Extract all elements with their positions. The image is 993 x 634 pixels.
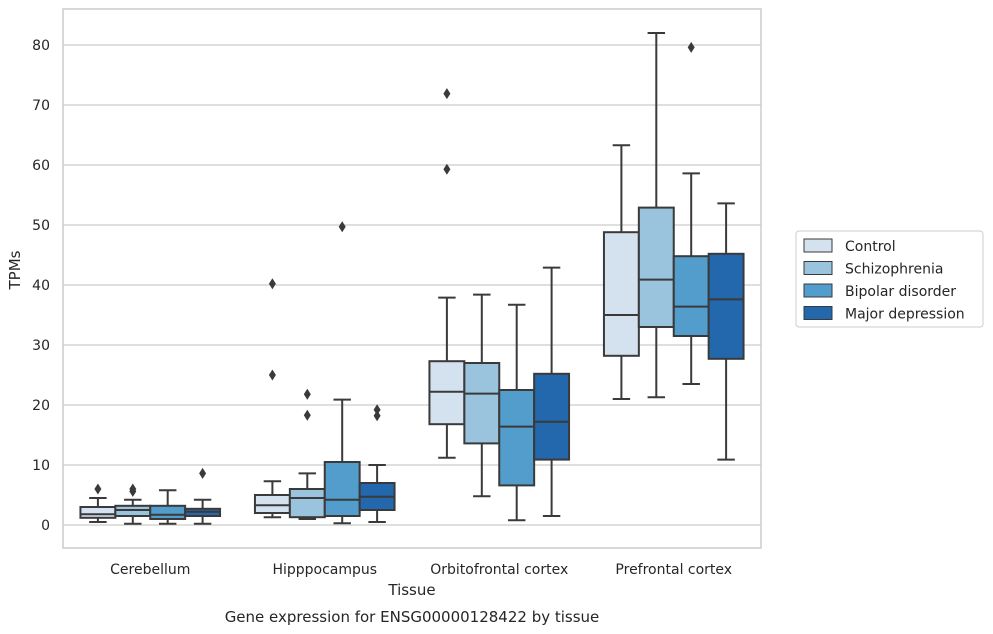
box-body	[149, 504, 187, 520]
box-body	[498, 389, 536, 487]
x-tick-label: Orbitofrontal cortex	[430, 562, 568, 578]
box-3-2	[533, 266, 571, 517]
y-axis-label: TPMs	[6, 250, 24, 290]
legend-label: Bipolar disorder	[845, 284, 956, 300]
outlier-point	[268, 369, 276, 381]
box-body	[707, 252, 745, 360]
x-tick-label: Prefrontal cortex	[615, 562, 732, 578]
y-tick-label: 50	[32, 218, 50, 234]
box-0-1	[253, 278, 291, 519]
box-body	[79, 506, 117, 519]
box-0-2	[428, 88, 466, 459]
box-body	[672, 255, 710, 338]
y-tick-label: 20	[32, 398, 50, 414]
outlier-point	[373, 410, 381, 422]
x-axis-label: Tissue	[387, 581, 435, 599]
box-body	[533, 372, 571, 461]
legend-label: Major depression	[845, 307, 965, 323]
outlier-point	[303, 388, 311, 400]
box-3-1	[358, 404, 396, 523]
box-0-3	[602, 144, 640, 400]
legend: Control Schizophrenia Bipolar disorder Majo…	[795, 230, 984, 328]
y-tick-label: 60	[32, 158, 50, 174]
box-1-0	[114, 483, 152, 525]
y-tick-label: 80	[32, 38, 50, 54]
y-tick-label: 10	[32, 458, 50, 474]
box-body	[637, 206, 675, 329]
legend-swatch	[803, 261, 833, 275]
outlier-point	[303, 409, 311, 421]
box-2-0	[149, 489, 187, 525]
box-1-3	[637, 32, 675, 399]
legend-label: Schizophrenia	[845, 262, 943, 278]
plot-frame	[62, 8, 762, 549]
box-1-2	[463, 293, 501, 498]
y-tick-label: 40	[32, 278, 50, 294]
box-0-0	[79, 483, 117, 523]
box-body	[253, 494, 291, 514]
outlier-point	[199, 467, 207, 479]
box-body	[323, 461, 361, 517]
box-body	[288, 488, 326, 519]
outlier-point	[129, 483, 137, 495]
box-3-3	[707, 202, 745, 461]
legend-frame	[795, 230, 984, 328]
box-2-2	[498, 303, 536, 522]
outlier-point	[687, 41, 695, 53]
legend-swatch	[803, 306, 833, 320]
box-body	[602, 231, 640, 357]
outlier-point	[268, 278, 276, 290]
x-tick-label: Hipppocampus	[272, 562, 377, 578]
box-3-0	[184, 467, 222, 525]
grid-lines	[63, 44, 761, 526]
outlier-point	[338, 221, 346, 233]
outlier-point	[443, 88, 451, 100]
legend-label: Control	[845, 239, 896, 255]
outlier-point	[94, 483, 102, 495]
legend-swatch	[803, 283, 833, 298]
y-tick-label: 0	[41, 518, 50, 534]
outlier-point	[443, 163, 451, 175]
tick-labels: 0 10 20 30 40 50 60 70 80 Cerebellum Hipppocampus O…	[32, 38, 732, 578]
box-2-3	[672, 41, 710, 385]
legend-swatch	[803, 238, 833, 253]
y-tick-label: 30	[32, 338, 50, 354]
outlier-point	[373, 404, 381, 416]
chart-caption: Gene expression for ENSG00000128422 by t…	[225, 608, 600, 626]
box-layer	[79, 32, 745, 525]
box-1-1	[288, 388, 326, 520]
y-tick-label: 70	[32, 98, 50, 114]
box-2-1	[323, 221, 361, 525]
x-tick-label: Cerebellum	[110, 562, 190, 578]
box-body	[463, 362, 501, 445]
